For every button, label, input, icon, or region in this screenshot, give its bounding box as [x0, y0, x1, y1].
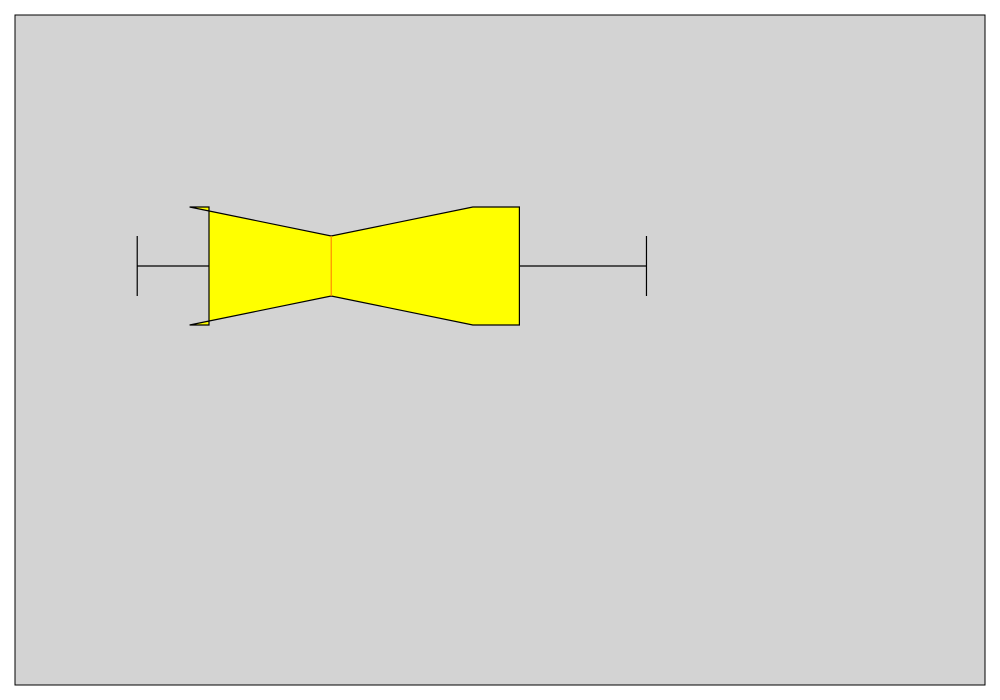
plot-area — [14, 14, 986, 686]
box-group — [136, 206, 648, 326]
box-body — [189, 206, 521, 326]
